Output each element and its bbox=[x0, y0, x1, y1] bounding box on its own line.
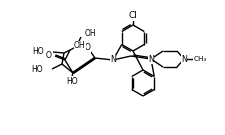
Text: O: O bbox=[45, 51, 51, 60]
Text: N: N bbox=[148, 55, 154, 63]
Text: OH: OH bbox=[85, 28, 97, 38]
Text: HO: HO bbox=[32, 48, 44, 57]
Text: N: N bbox=[110, 55, 116, 65]
Text: CH₃: CH₃ bbox=[193, 56, 207, 62]
Text: HO: HO bbox=[31, 65, 43, 73]
Text: OH: OH bbox=[74, 41, 86, 50]
Text: O: O bbox=[85, 43, 91, 53]
Text: HO: HO bbox=[66, 77, 78, 85]
Text: Cl: Cl bbox=[128, 11, 137, 21]
Text: N: N bbox=[181, 55, 187, 63]
